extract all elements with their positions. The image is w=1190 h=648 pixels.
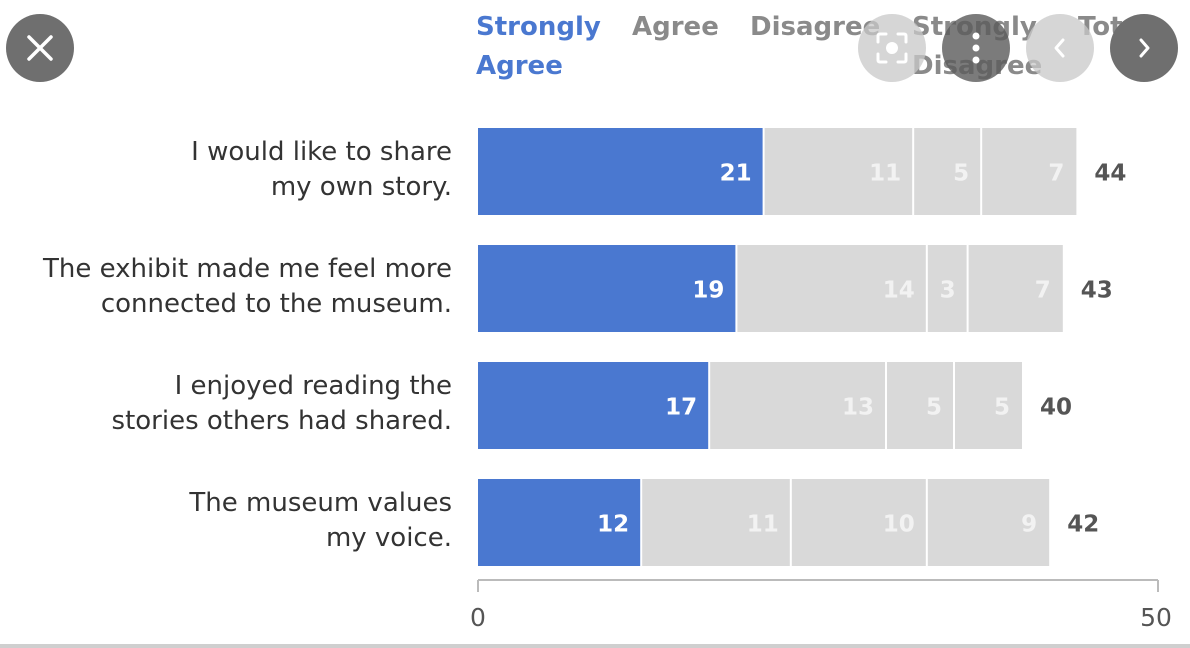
data-label: 21: [720, 161, 752, 187]
lens-icon: [876, 32, 908, 64]
data-label: 7: [1035, 278, 1051, 304]
bar-segment: [790, 479, 927, 566]
bar-segment: [926, 245, 968, 332]
bar-segment: [926, 479, 1050, 566]
chevron-left-icon: [1054, 38, 1065, 58]
data-label: 5: [926, 395, 942, 421]
data-label: 11: [869, 161, 901, 187]
data-label: 12: [597, 512, 629, 538]
more-options-button[interactable]: [942, 14, 1010, 82]
x-tick-label: 50: [1140, 603, 1172, 632]
category-label: I would like to share my own story.: [191, 136, 452, 202]
total-label: 42: [1067, 512, 1099, 538]
chevron-right-icon: [1139, 38, 1150, 58]
legend-item: Strongly Agree: [476, 12, 601, 81]
data-label: 5: [953, 161, 969, 187]
bottom-border: [0, 644, 1190, 648]
total-label: 43: [1081, 278, 1113, 304]
bar-segment: [967, 245, 1063, 332]
previous-button[interactable]: [1026, 14, 1094, 82]
more-vert-icon: [972, 32, 980, 64]
close-icon: [27, 35, 53, 61]
data-label: 7: [1048, 161, 1064, 187]
legend-item: Agree: [632, 12, 719, 42]
data-label: 3: [940, 278, 956, 304]
data-label: 11: [747, 512, 779, 538]
data-label: 10: [883, 512, 915, 538]
bar-segment: [478, 362, 710, 449]
bar-segment: [913, 128, 982, 215]
total-label: 40: [1040, 395, 1072, 421]
bar-segment: [981, 128, 1077, 215]
bar-segment: [886, 362, 954, 449]
bar-segment: [641, 479, 791, 566]
bar-segment: [478, 479, 642, 566]
bar-segment: [478, 128, 764, 215]
category-label: The museum values my voice.: [189, 487, 452, 553]
close-button[interactable]: [6, 14, 74, 82]
lens-button[interactable]: [858, 14, 926, 82]
total-label: 44: [1094, 161, 1126, 187]
category-label: The exhibit made me feel more connected …: [42, 253, 452, 319]
data-label: 14: [883, 278, 915, 304]
data-label: 19: [692, 278, 724, 304]
x-tick-label: 0: [470, 603, 486, 632]
bar-segment: [763, 128, 914, 215]
category-label: I enjoyed reading the stories others had…: [111, 370, 452, 436]
bar-segment: [954, 362, 1022, 449]
bar-segment: [709, 362, 886, 449]
next-button[interactable]: [1110, 14, 1178, 82]
data-label: 13: [842, 395, 874, 421]
bar-segment: [736, 245, 927, 332]
data-label: 9: [1021, 512, 1037, 538]
bar-segment: [478, 245, 737, 332]
data-label: 17: [665, 395, 697, 421]
data-label: 5: [994, 395, 1010, 421]
